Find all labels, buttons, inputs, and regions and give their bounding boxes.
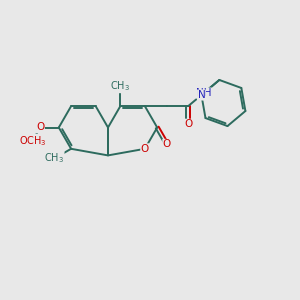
Text: N: N xyxy=(198,90,205,100)
Text: CH$_3$: CH$_3$ xyxy=(110,79,130,93)
Text: O: O xyxy=(36,122,44,133)
Text: CH$_3$: CH$_3$ xyxy=(44,151,64,165)
Text: O: O xyxy=(184,119,192,129)
Text: O: O xyxy=(163,140,171,149)
Text: O: O xyxy=(141,144,149,154)
Text: OCH$_3$: OCH$_3$ xyxy=(19,134,46,148)
Text: NH: NH xyxy=(196,88,212,98)
